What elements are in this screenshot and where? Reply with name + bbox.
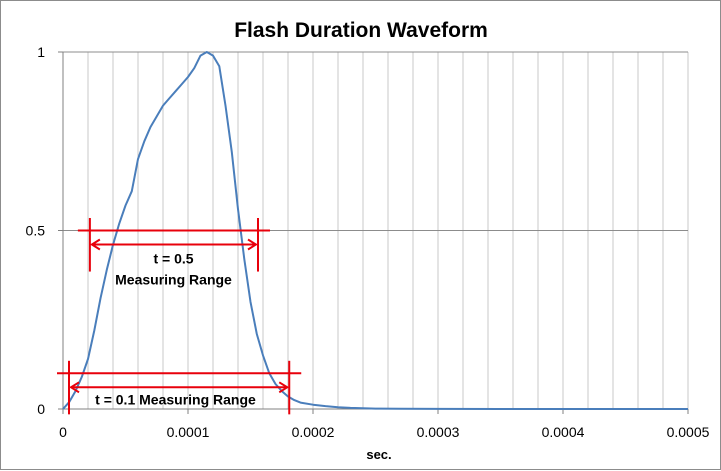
series-line xyxy=(62,51,688,410)
axis-layer: 0 0.5 1 0 0.0001 0.0002 0.0003 0.0004 0.0005 xyxy=(26,44,710,440)
range-arrowhead-left xyxy=(89,238,101,251)
x-tick-label: 0.0004 xyxy=(542,424,585,440)
y-tick-label: 0 xyxy=(37,401,45,417)
range-arrowhead-left xyxy=(69,381,80,394)
annotation-label: t = 0.1 Measuring Range xyxy=(95,392,256,408)
x-tick-label: 0 xyxy=(59,424,67,440)
x-tick-label: 0.0001 xyxy=(167,424,210,440)
x-tick-label: 0.0005 xyxy=(667,424,710,440)
series-layer xyxy=(62,51,688,410)
annotation-label: t = 0.5 xyxy=(153,250,193,266)
chart-title: Flash Duration Waveform xyxy=(234,19,488,42)
range-arrowhead-right xyxy=(278,381,290,394)
grid-layer xyxy=(63,51,689,409)
annotation-label: Measuring Range xyxy=(115,271,232,287)
x-tick-label: 0.0003 xyxy=(417,424,460,440)
x-axis-label: sec. xyxy=(366,447,391,462)
range-arrowhead-right xyxy=(247,238,258,251)
y-tick-label: 0.5 xyxy=(26,223,46,239)
x-tick-label: 0.0002 xyxy=(292,424,335,440)
annotation-layer: t = 0.5 Measuring Range t = 0.1 Measuring … xyxy=(57,218,302,415)
y-tick-label: 1 xyxy=(37,44,45,60)
